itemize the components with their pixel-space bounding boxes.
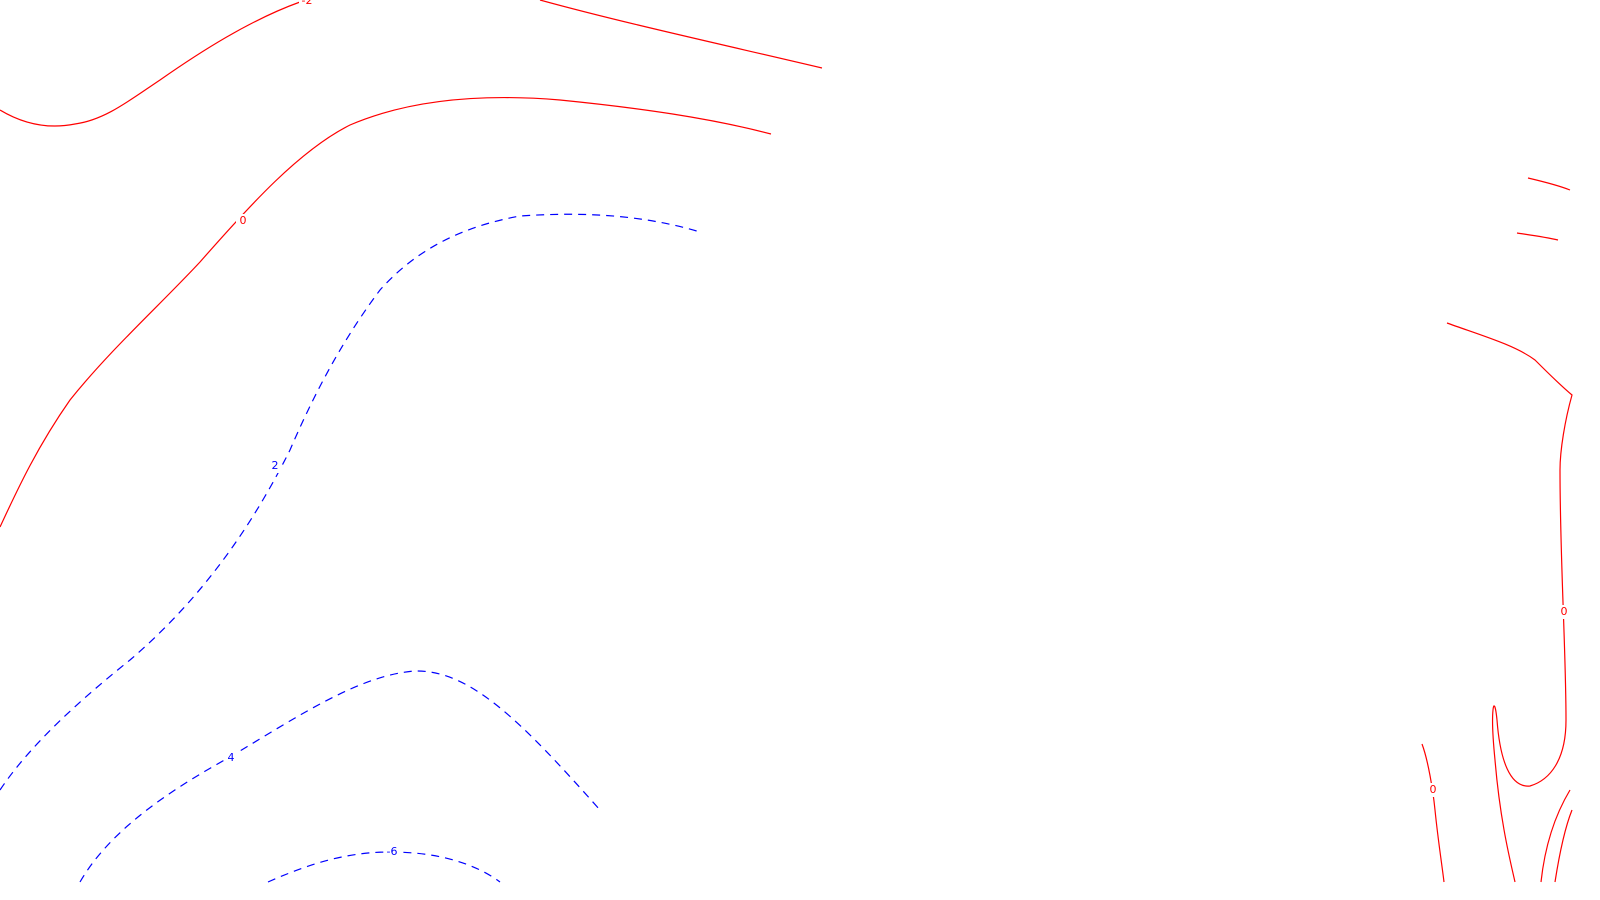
svg-text:-6: -6 — [387, 845, 398, 858]
contour-line-right-long — [1446, 322, 1573, 883]
contour-label-minus-two: -2 — [299, 0, 315, 7]
svg-text:-2: -2 — [302, 0, 313, 7]
contour-line-right-short-1 — [1527, 177, 1571, 191]
svg-text:0: 0 — [1430, 783, 1437, 796]
svg-text:0: 0 — [240, 214, 247, 227]
contour-line-two — [0, 213, 701, 791]
contour-label-four: 4 — [224, 751, 238, 765]
svg-text:2: 2 — [272, 459, 279, 472]
svg-text:0: 0 — [1561, 605, 1568, 618]
contour-label-minus-six: -6 — [384, 845, 400, 859]
contour-label-two: 2 — [268, 459, 282, 473]
contour-line-top-middle — [539, 0, 823, 69]
contour-line-right-cluster-2 — [1554, 809, 1573, 883]
contour-label-right-long: 0 — [1557, 605, 1571, 619]
svg-text:4: 4 — [228, 751, 235, 764]
contour-line-top-left — [0, 1, 301, 127]
contour-line-zero-main — [0, 96, 772, 528]
contour-line-right-short-2 — [1516, 232, 1559, 241]
contour-label-zero-main: 0 — [236, 214, 250, 228]
contour-label-right-bottom: 0 — [1426, 783, 1440, 797]
contour-line-right-bottom — [1421, 743, 1445, 883]
contour-line-right-cluster-1 — [1540, 789, 1571, 883]
